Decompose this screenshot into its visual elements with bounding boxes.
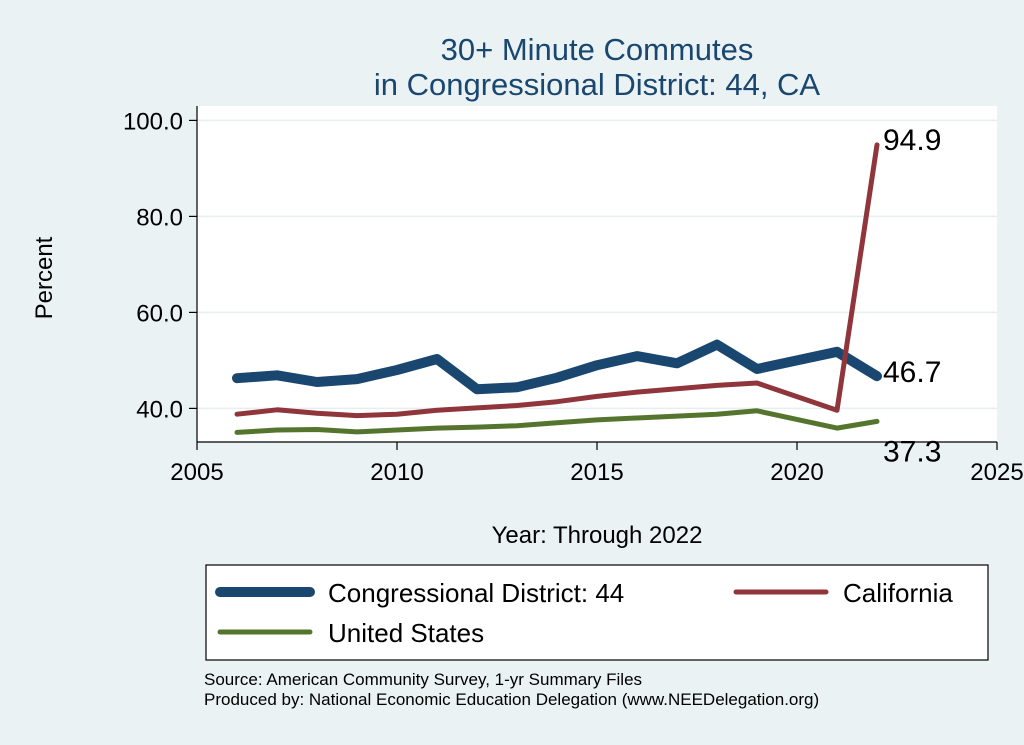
- x-tick-label: 2005: [170, 459, 223, 486]
- chart-title-line-2: in Congressional District: 44, CA: [374, 67, 821, 102]
- y-tick-label: 100.0: [123, 108, 183, 135]
- footer-source: Source: American Community Survey, 1-yr …: [204, 670, 643, 689]
- series-line-congressional-district-44: [232, 339, 882, 395]
- legend-label-united-states: United States: [328, 618, 484, 648]
- gridlines: [197, 119, 997, 410]
- x-tick-label: 2020: [770, 459, 823, 486]
- legend-label-congressional-district: Congressional District: 44: [328, 578, 624, 608]
- y-tick-label: 80.0: [136, 204, 183, 231]
- end-labels: 46.7 94.9 37.3: [883, 124, 941, 468]
- x-tick-label: 2015: [570, 459, 623, 486]
- series-line-california: [234, 142, 880, 419]
- x-tick-label: 2010: [370, 459, 423, 486]
- chart-title-line-1: 30+ Minute Commutes: [441, 32, 754, 67]
- x-axis-title: Year: Through 2022: [492, 522, 703, 549]
- x-tick-label: 2025: [970, 459, 1023, 486]
- series-line-united-states: [234, 408, 880, 435]
- footer: Source: American Community Survey, 1-yr …: [204, 670, 819, 710]
- legend: Congressional District: 44 California Un…: [205, 564, 989, 661]
- y-tick-label: 40.0: [136, 396, 183, 423]
- axes: 40.0 60.0 80.0 100.0 2005 2010 2015 2020 2025: [123, 106, 1024, 486]
- legend-box: [205, 564, 989, 661]
- legend-label-california: California: [843, 578, 953, 608]
- end-label-california: 94.9: [883, 124, 941, 157]
- series-lines: [232, 142, 882, 435]
- end-label-congressional-district-44: 46.7: [883, 356, 941, 389]
- footer-produced-by: Produced by: National Economic Education…: [204, 690, 820, 709]
- y-axis-title: Percent: [31, 236, 58, 319]
- end-label-united-states: 37.3: [883, 435, 941, 468]
- y-tick-label: 60.0: [136, 300, 183, 327]
